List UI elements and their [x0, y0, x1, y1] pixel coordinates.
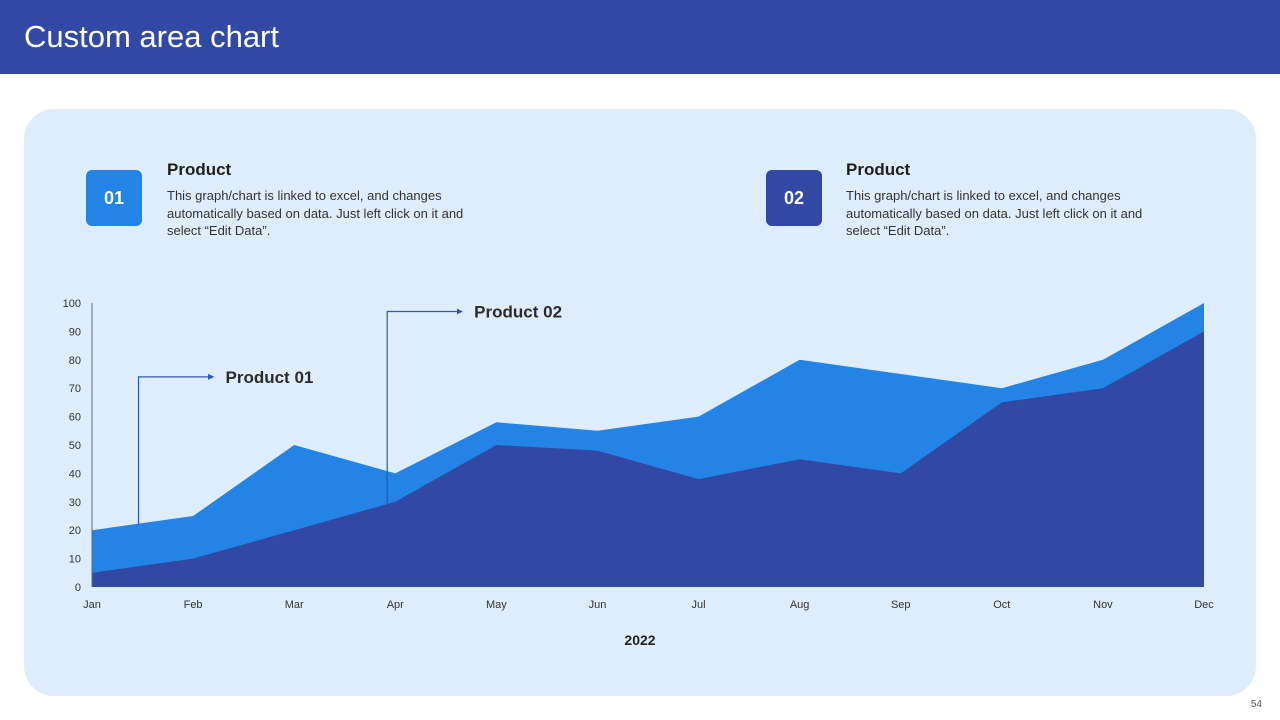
card-02-description: This graph/chart is linked to excel, and…	[846, 188, 1143, 238]
card-02-title: Product	[846, 160, 911, 179]
card-01-badge: 01	[86, 170, 142, 226]
x-tick-label: Aug	[790, 599, 810, 611]
x-tick-label: Oct	[993, 599, 1010, 611]
x-tick-label: Dec	[1194, 599, 1214, 611]
x-tick-label: Jan	[83, 599, 101, 611]
y-tick-label: 10	[69, 554, 81, 566]
y-tick-label: 100	[63, 298, 81, 310]
page-number: 54	[1250, 699, 1262, 710]
x-tick-label: Apr	[387, 599, 404, 611]
card-02-badge: 02	[766, 170, 822, 226]
y-tick-label: 60	[69, 412, 81, 424]
area-series-2	[92, 331, 1204, 587]
x-tick-label: Mar	[285, 599, 304, 611]
y-tick-label: 80	[69, 355, 81, 367]
y-tick-label: 40	[69, 468, 81, 480]
annotation-label-2: Product 02	[474, 303, 562, 322]
header-bar: Custom area chart	[0, 0, 1280, 74]
x-tick-label: Feb	[184, 599, 203, 611]
card-01-title: Product	[167, 160, 232, 179]
page-title: Custom area chart	[24, 19, 279, 54]
annotation-arrow-2	[386, 308, 463, 505]
annotation-arrow-1	[137, 373, 215, 525]
card-01-description: This graph/chart is linked to excel, and…	[167, 188, 464, 238]
annotation-label-1: Product 01	[226, 368, 314, 387]
x-tick-label: May	[486, 599, 507, 611]
y-tick-label: 70	[69, 383, 81, 395]
x-axis-title: 2022	[624, 632, 655, 648]
y-tick-label: 50	[69, 440, 81, 452]
x-tick-label: Sep	[891, 599, 911, 611]
x-tick-label: Nov	[1093, 599, 1113, 611]
y-tick-label: 30	[69, 497, 81, 509]
y-tick-label: 0	[75, 582, 81, 594]
x-tick-label: Jun	[589, 599, 607, 611]
y-tick-label: 90	[69, 326, 81, 338]
y-tick-label: 20	[69, 525, 81, 537]
x-tick-label: Jul	[692, 599, 706, 611]
